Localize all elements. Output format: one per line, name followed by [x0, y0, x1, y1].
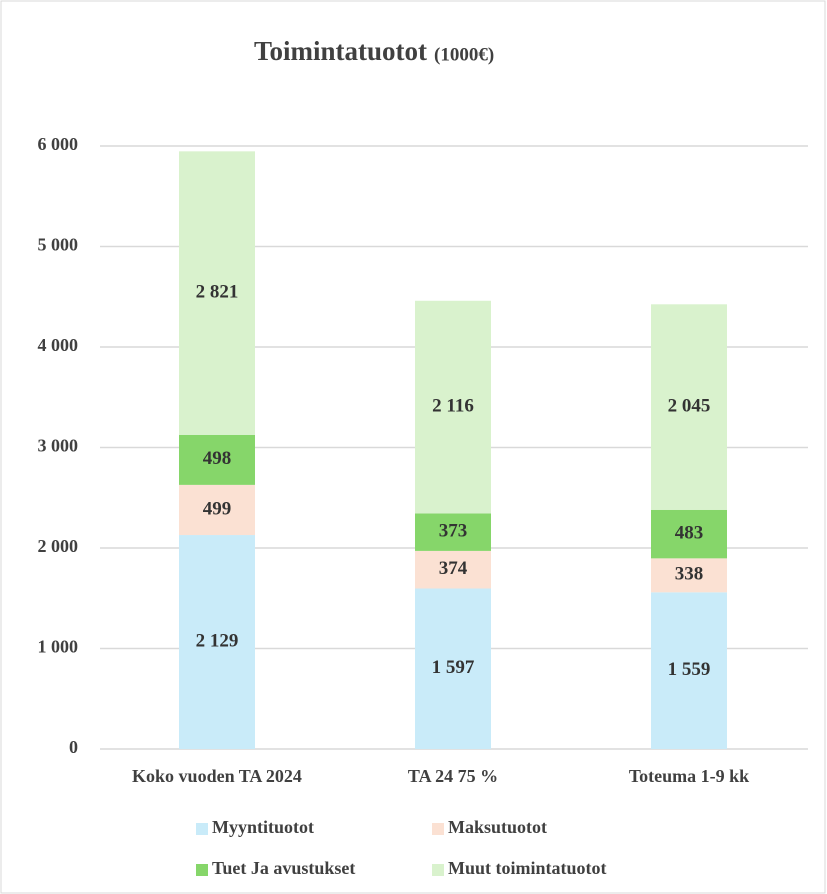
- legend-label: Tuet Ja avustukset: [212, 858, 355, 878]
- bar-segment: [179, 484, 255, 536]
- y-tick-label: 3 000: [38, 436, 79, 456]
- data-label: 338: [675, 564, 704, 585]
- data-label: 483: [675, 522, 704, 543]
- legend-swatch: [432, 823, 444, 835]
- legend-label: Myyntituotot: [212, 817, 314, 837]
- y-tick-label: 2 000: [38, 536, 79, 556]
- bar-segment: [179, 151, 255, 435]
- bar-segment: [179, 434, 255, 485]
- x-tick-label: Koko vuoden TA 2024: [132, 766, 302, 786]
- data-label: 374: [439, 558, 468, 579]
- chart-title: Toimintatuotot: [254, 36, 427, 66]
- bar-segment: [651, 509, 727, 559]
- x-tick-label: TA 24 75 %: [408, 766, 498, 786]
- data-label: 373: [439, 521, 468, 542]
- legend-swatch: [432, 864, 444, 876]
- y-tick-label: 0: [69, 737, 78, 757]
- data-label: 1 559: [668, 659, 711, 680]
- legend-swatch: [196, 823, 208, 835]
- bar-segment: [415, 588, 491, 749]
- data-label: 498: [203, 448, 232, 469]
- bar-segment: [651, 304, 727, 510]
- y-tick-label: 1 000: [38, 637, 79, 657]
- data-label: 2 129: [196, 630, 239, 651]
- bar-segment: [651, 592, 727, 749]
- data-label: 1 597: [432, 657, 475, 678]
- x-tick-label: Toteuma 1-9 kk: [629, 766, 749, 786]
- data-label: 2 821: [196, 281, 239, 302]
- bar-segment: [415, 550, 491, 589]
- legend-label: Maksutuotot: [448, 817, 547, 837]
- data-label: 2 045: [668, 395, 711, 416]
- bar-segment: [179, 535, 255, 749]
- chart-subtitle: (1000€): [434, 44, 494, 65]
- bar-segment: [415, 300, 491, 514]
- data-label: 499: [203, 498, 232, 519]
- bar-segment: [415, 513, 491, 551]
- legend-swatch: [196, 864, 208, 876]
- legend-label: Muut toimintatuotot: [448, 858, 607, 878]
- y-tick-label: 4 000: [38, 335, 79, 355]
- bar-segment: [651, 558, 727, 593]
- data-label: 2 116: [432, 395, 474, 416]
- y-tick-label: 6 000: [38, 134, 79, 154]
- y-tick-label: 5 000: [38, 235, 79, 255]
